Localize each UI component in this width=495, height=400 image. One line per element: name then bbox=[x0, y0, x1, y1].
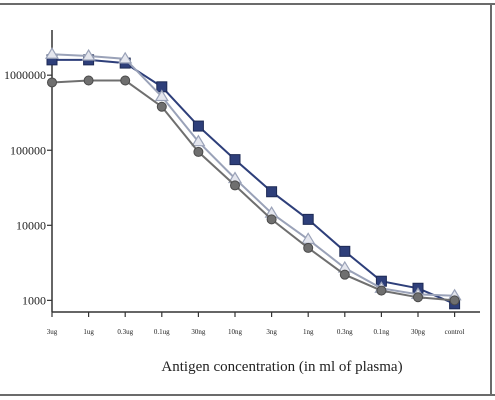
data-point bbox=[339, 245, 351, 257]
x-tick-label: 1ng bbox=[303, 328, 314, 336]
x-tick-label: 1ug bbox=[83, 328, 94, 336]
data-point bbox=[266, 214, 277, 225]
series-line bbox=[52, 58, 455, 305]
data-point bbox=[154, 89, 169, 102]
x-tick-label: 10ng bbox=[228, 328, 243, 336]
x-axis-label: Antigen concentration (in ml of plasma) bbox=[161, 359, 402, 375]
frame-top-border bbox=[0, 3, 495, 5]
data-point bbox=[266, 186, 278, 198]
series-layer bbox=[44, 47, 462, 310]
data-point bbox=[339, 269, 350, 280]
y-axis-ticks: 1000 10000 100000 1000000 bbox=[4, 68, 52, 307]
data-point bbox=[118, 51, 133, 64]
data-point bbox=[229, 154, 241, 166]
data-point bbox=[413, 292, 423, 303]
data-point bbox=[81, 48, 96, 61]
y-tick-label: 100000 bbox=[10, 143, 46, 157]
x-tick-label: 3ng bbox=[266, 328, 277, 336]
data-point bbox=[376, 285, 387, 296]
y-tick-label: 1000 bbox=[22, 293, 46, 307]
series-line bbox=[51, 53, 455, 297]
series-square bbox=[46, 54, 461, 310]
data-point bbox=[191, 134, 206, 147]
chart-axes bbox=[51, 30, 480, 313]
data-point bbox=[156, 101, 167, 112]
series-line bbox=[51, 79, 455, 302]
x-axis-ticks: 3ug 1ug 0.3ug 0.1ug 30ng 10ng 3ng 1ng 0.3ng 0.1ng… bbox=[47, 312, 465, 336]
data-point bbox=[83, 75, 94, 86]
data-point bbox=[302, 213, 314, 225]
data-point bbox=[449, 295, 460, 306]
series-circle bbox=[47, 75, 460, 306]
frame-bottom-border bbox=[0, 394, 495, 396]
x-tick-label: 30ng bbox=[191, 328, 206, 336]
x-tick-label: 30pg bbox=[411, 328, 426, 336]
x-tick-label: 0.1ng bbox=[374, 328, 390, 336]
x-tick-label: 0.1ug bbox=[154, 328, 170, 336]
data-point bbox=[303, 242, 314, 253]
x-tick-label: control bbox=[445, 328, 465, 336]
series-triangle bbox=[44, 47, 462, 301]
data-point bbox=[192, 120, 204, 132]
y-tick-label: 1000000 bbox=[4, 68, 46, 82]
x-tick-label: 0.3ug bbox=[117, 328, 133, 336]
data-point bbox=[47, 77, 57, 88]
x-tick-label: 3ug bbox=[47, 328, 58, 336]
data-point bbox=[230, 180, 240, 191]
data-point bbox=[44, 47, 60, 59]
data-point bbox=[193, 146, 204, 157]
y-tick-label: 10000 bbox=[16, 218, 46, 232]
data-point bbox=[301, 232, 316, 244]
data-point bbox=[120, 75, 131, 86]
x-tick-label: 0.3ng bbox=[337, 328, 353, 336]
frame-right-border bbox=[490, 3, 492, 396]
